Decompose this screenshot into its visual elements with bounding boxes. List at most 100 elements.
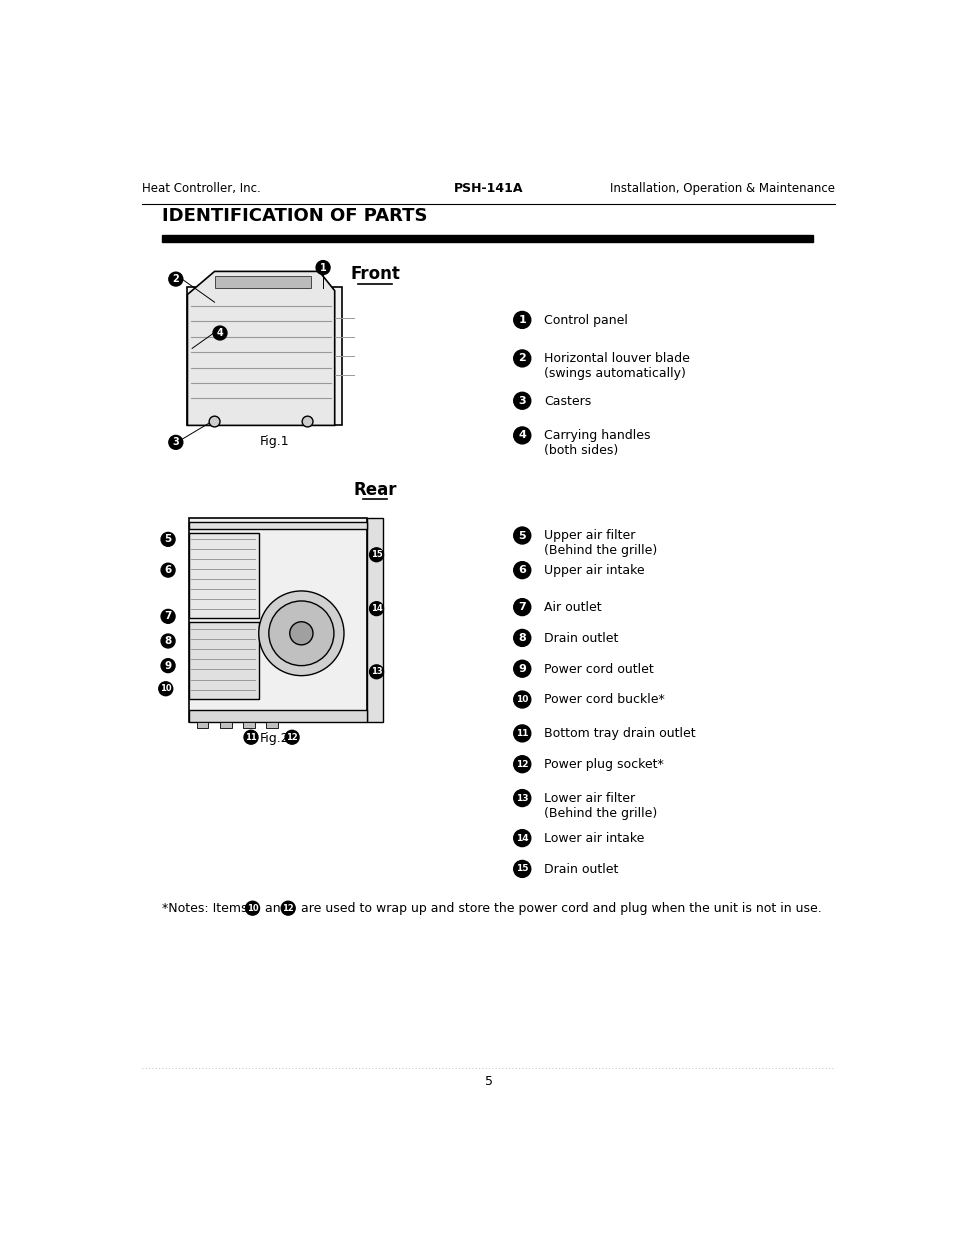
Circle shape bbox=[513, 830, 530, 846]
Circle shape bbox=[158, 682, 172, 695]
Circle shape bbox=[315, 261, 330, 274]
Text: Heat Controller, Inc.: Heat Controller, Inc. bbox=[142, 182, 261, 195]
Text: Installation, Operation & Maintenance: Installation, Operation & Maintenance bbox=[610, 182, 835, 195]
Text: 14: 14 bbox=[371, 604, 382, 613]
Circle shape bbox=[161, 532, 174, 546]
Text: 4: 4 bbox=[517, 431, 526, 441]
Text: Upper air intake: Upper air intake bbox=[543, 564, 644, 577]
Text: 3: 3 bbox=[172, 437, 179, 447]
Text: 7: 7 bbox=[164, 611, 172, 621]
Text: 11: 11 bbox=[245, 732, 256, 742]
Bar bbox=[220, 721, 232, 727]
Text: 12: 12 bbox=[286, 732, 297, 742]
Circle shape bbox=[369, 664, 383, 679]
Text: Fig.2: Fig.2 bbox=[259, 732, 289, 745]
Text: 5: 5 bbox=[517, 531, 525, 541]
Bar bbox=[189, 534, 258, 618]
Text: Lower air intake: Lower air intake bbox=[543, 832, 643, 845]
Bar bbox=[196, 721, 208, 727]
Text: Upper air filter
(Behind the grille): Upper air filter (Behind the grille) bbox=[543, 530, 657, 557]
Text: 10: 10 bbox=[247, 904, 258, 913]
Text: Fig.1: Fig.1 bbox=[259, 436, 289, 448]
Circle shape bbox=[369, 601, 383, 615]
Circle shape bbox=[169, 436, 183, 450]
Text: 1: 1 bbox=[517, 315, 525, 325]
Circle shape bbox=[513, 527, 530, 543]
Circle shape bbox=[513, 350, 530, 367]
Circle shape bbox=[269, 601, 334, 666]
Circle shape bbox=[513, 861, 530, 877]
Text: 12: 12 bbox=[282, 904, 294, 913]
Circle shape bbox=[161, 658, 174, 673]
Text: 4: 4 bbox=[216, 329, 223, 338]
Text: *Notes: Items: *Notes: Items bbox=[162, 902, 251, 915]
Text: Drain outlet: Drain outlet bbox=[543, 863, 618, 876]
Circle shape bbox=[513, 393, 530, 409]
Circle shape bbox=[513, 427, 530, 443]
Text: Power cord outlet: Power cord outlet bbox=[543, 662, 653, 676]
Text: 12: 12 bbox=[516, 760, 528, 768]
Text: 15: 15 bbox=[371, 551, 382, 559]
Circle shape bbox=[513, 599, 530, 615]
Text: 5: 5 bbox=[164, 535, 172, 545]
Text: Front: Front bbox=[350, 266, 399, 283]
Circle shape bbox=[513, 562, 530, 579]
Circle shape bbox=[213, 326, 227, 340]
Circle shape bbox=[513, 725, 530, 742]
Text: 8: 8 bbox=[164, 636, 172, 646]
Text: Rear: Rear bbox=[353, 480, 396, 499]
Text: 8: 8 bbox=[517, 632, 525, 643]
Text: 15: 15 bbox=[516, 864, 528, 873]
Bar bbox=[189, 517, 367, 721]
Text: Bottom tray drain outlet: Bottom tray drain outlet bbox=[543, 727, 695, 740]
Text: Lower air filter
(Behind the grille): Lower air filter (Behind the grille) bbox=[543, 792, 657, 820]
Bar bbox=[214, 275, 311, 288]
Circle shape bbox=[169, 272, 183, 287]
Text: 1: 1 bbox=[319, 263, 326, 273]
Text: Casters: Casters bbox=[543, 395, 591, 408]
Circle shape bbox=[369, 548, 383, 562]
Circle shape bbox=[209, 416, 220, 427]
Text: 5: 5 bbox=[484, 1074, 493, 1088]
Circle shape bbox=[290, 621, 313, 645]
Text: 6: 6 bbox=[517, 566, 526, 576]
Text: 2: 2 bbox=[517, 353, 525, 363]
Text: PSH-141A: PSH-141A bbox=[454, 182, 523, 195]
Circle shape bbox=[513, 692, 530, 708]
Text: 10: 10 bbox=[516, 695, 528, 704]
Text: Power plug socket*: Power plug socket* bbox=[543, 758, 663, 771]
Text: 3: 3 bbox=[517, 395, 525, 406]
Circle shape bbox=[245, 902, 259, 915]
Text: 9: 9 bbox=[517, 663, 526, 674]
Circle shape bbox=[161, 563, 174, 577]
Bar bbox=[187, 287, 342, 425]
Circle shape bbox=[258, 592, 344, 676]
Text: Power cord buckle*: Power cord buckle* bbox=[543, 693, 664, 706]
Text: Horizontal louver blade
(swings automatically): Horizontal louver blade (swings automati… bbox=[543, 352, 689, 380]
Text: 11: 11 bbox=[516, 729, 528, 737]
Bar bbox=[243, 721, 254, 727]
Text: 7: 7 bbox=[517, 603, 525, 613]
Bar bbox=[189, 710, 367, 721]
Text: and: and bbox=[261, 902, 293, 915]
Text: 2: 2 bbox=[172, 274, 179, 284]
Text: Carrying handles
(both sides): Carrying handles (both sides) bbox=[543, 430, 650, 457]
Circle shape bbox=[513, 311, 530, 329]
Bar bbox=[189, 621, 258, 699]
Circle shape bbox=[513, 789, 530, 806]
Text: 10: 10 bbox=[160, 684, 172, 693]
Bar bbox=[266, 721, 278, 727]
Text: IDENTIFICATION OF PARTS: IDENTIFICATION OF PARTS bbox=[162, 207, 427, 225]
Polygon shape bbox=[187, 272, 335, 425]
Bar bbox=[189, 521, 367, 530]
Bar bbox=[367, 517, 382, 721]
Circle shape bbox=[513, 630, 530, 646]
Text: 6: 6 bbox=[164, 566, 172, 576]
Circle shape bbox=[513, 756, 530, 773]
Text: are used to wrap up and store the power cord and plug when the unit is not in us: are used to wrap up and store the power … bbox=[296, 902, 821, 915]
Text: 13: 13 bbox=[371, 667, 382, 677]
Text: Air outlet: Air outlet bbox=[543, 601, 601, 614]
Circle shape bbox=[161, 609, 174, 624]
Circle shape bbox=[161, 634, 174, 648]
Circle shape bbox=[285, 730, 298, 745]
